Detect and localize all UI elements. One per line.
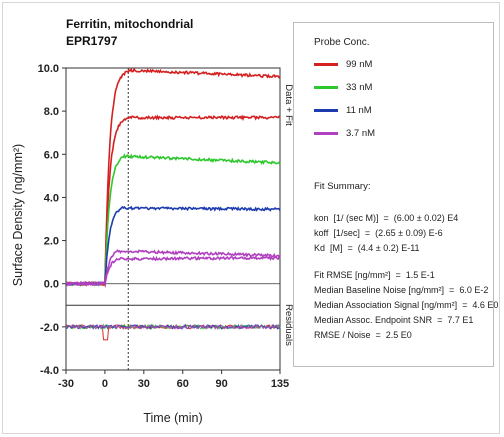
legend-item-99nm: 99 nM [314, 58, 372, 70]
legend-swatch-red [314, 62, 338, 66]
legend-item-11nm: 11 nM [314, 104, 372, 116]
fit-rmse: Fit RMSE [ng/mm²] = 1.5 E-1 [314, 270, 435, 280]
series-line [65, 153, 281, 287]
series-line [65, 205, 281, 287]
x-tick-label: 90 [216, 378, 228, 390]
right-label-residuals: Residuals [283, 304, 294, 346]
x-tick-label: 0 [102, 378, 108, 390]
plot-area: 10.0 8.0 6.0 4.0 2.0 0.0 -2.0 -4.0-30 0 30 60 90 135 [38, 63, 290, 390]
y-tick-label: -2.0 [40, 322, 59, 334]
legend-label: 3.7 nM [346, 127, 376, 139]
y-tick-label: 4.0 [44, 192, 59, 204]
plot-frame [65, 67, 281, 371]
legend-label: 33 nM [346, 81, 373, 93]
fit-baseline-noise: Median Baseline Noise [ng/mm²] = 6.0 E-2 [314, 285, 489, 295]
x-axis-label: Time (min) [143, 411, 202, 425]
y-tick-label: 2.0 [44, 236, 59, 248]
fit-assoc-signal: Median Association Signal [ng/mm²] = 4.6… [314, 300, 499, 310]
series-line [65, 254, 281, 287]
y-tick-label: 0.0 [44, 279, 59, 291]
figure-frame [2, 2, 500, 434]
y-tick-label: 8.0 [44, 106, 59, 118]
y-tick-label: 6.0 [44, 149, 59, 161]
residual-line [65, 323, 281, 330]
y-tick-label: -4.0 [40, 365, 59, 377]
legend-item-33nm: 33 nM [314, 81, 372, 93]
fit-kon: kon [1/ (sec M)] = (6.00 ± 0.02) E4 [314, 213, 459, 223]
chart-title: Ferritin, mitochondrial [66, 17, 193, 31]
legend-label: 11 nM [346, 104, 372, 116]
x-tick-label: 30 [138, 378, 150, 390]
legend-swatch-green [314, 85, 338, 89]
chart-subtitle: EPR1797 [66, 34, 118, 48]
series-line [65, 249, 281, 287]
legend-swatch-purple [314, 131, 338, 135]
fit-rmse-noise: RMSE / Noise = 2.5 E0 [314, 330, 412, 340]
fit-summary-title: Fit Summary: [314, 181, 371, 192]
legend-swatch-blue [314, 108, 338, 112]
fit-kd: Kd [M] = (4.4 ± 0.2) E-11 [314, 243, 420, 253]
legend-title: Probe Conc. [314, 37, 370, 48]
fit-endpoint-snr: Median Assoc. Endpoint SNR = 7.7 E1 [314, 315, 474, 325]
x-tick-label: 60 [177, 378, 189, 390]
legend-panel: Probe Conc. 99 nM 33 nM 11 nM 3.7 nM Fit… [293, 22, 498, 367]
x-tick-label: -30 [58, 378, 74, 390]
right-label-data-fit: Data + Fit [283, 84, 294, 126]
y-axis-label: Surface Density (ng/mm²) [11, 144, 25, 286]
y-tick-label: 10.0 [38, 63, 59, 75]
x-tick-label: 135 [271, 378, 289, 390]
fit-koff: koff [1/sec] = (2.65 ± 0.09) E-6 [314, 228, 443, 238]
legend-label: 99 nM [346, 58, 373, 70]
legend-item-3-7nm: 3.7 nM [314, 127, 375, 139]
